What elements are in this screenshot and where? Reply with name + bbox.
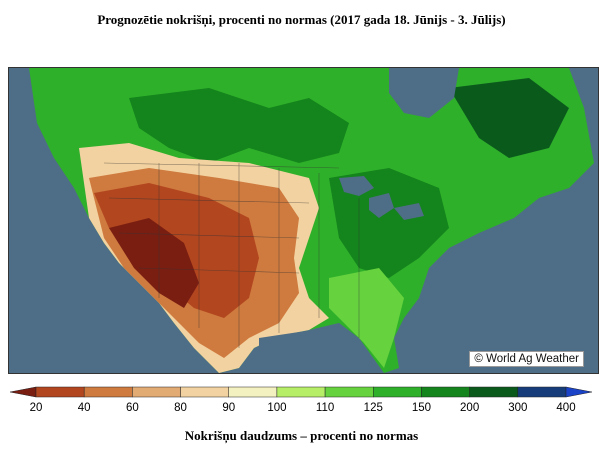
credit-label: © World Ag Weather	[469, 351, 584, 367]
legend-tick-label: 80	[174, 402, 187, 414]
map-title: Prognozētie nokrišņi, procenti no normas…	[97, 12, 506, 27]
legend-swatch	[421, 386, 470, 398]
boundary-lines	[103, 162, 360, 348]
legend-tick-label: 60	[126, 402, 139, 414]
legend-tick-label: 125	[364, 402, 383, 414]
legend-tick-label: 100	[267, 402, 286, 414]
legend-tick-label: 20	[30, 402, 43, 414]
hudson-bay	[389, 68, 459, 118]
very-dry-southwest	[109, 218, 199, 308]
legend-tick-label: 40	[78, 402, 91, 414]
legend-tick-label: 150	[412, 402, 431, 414]
legend-tick-label: 90	[222, 402, 235, 414]
legend-caption: Nokrišņu daudzums – procenti no normas	[184, 428, 419, 443]
legend-arrow-high	[565, 386, 593, 398]
legend-swatch	[180, 386, 229, 398]
color-legend: 2040608090100110125150200300400600	[9, 385, 593, 415]
precipitation-map: © World Ag Weather	[8, 67, 599, 374]
legend-swatch	[228, 386, 278, 398]
legend-swatch	[517, 386, 567, 398]
map-canvas	[9, 68, 598, 373]
legend-swatch	[469, 386, 519, 398]
legend-swatch	[35, 386, 85, 398]
legend-tick-label: 400	[556, 402, 575, 414]
legend-swatch	[324, 386, 374, 398]
legend-arrow-low	[9, 386, 37, 398]
gulf-of-mexico	[259, 326, 359, 373]
wet-region-southeast	[329, 268, 404, 368]
wet-region-quebec	[449, 78, 569, 158]
legend-tick-label: 300	[508, 402, 527, 414]
legend-swatch	[83, 386, 133, 398]
legend-swatch	[132, 386, 181, 398]
legend-swatch	[276, 386, 326, 398]
legend-bar: 2040608090100110125150200300400600	[9, 386, 593, 414]
legend-swatch	[373, 386, 422, 398]
legend-tick-label: 110	[316, 402, 334, 414]
legend-tick-label: 200	[460, 402, 479, 414]
wet-region-canada	[129, 88, 349, 163]
great-lakes	[339, 176, 424, 220]
